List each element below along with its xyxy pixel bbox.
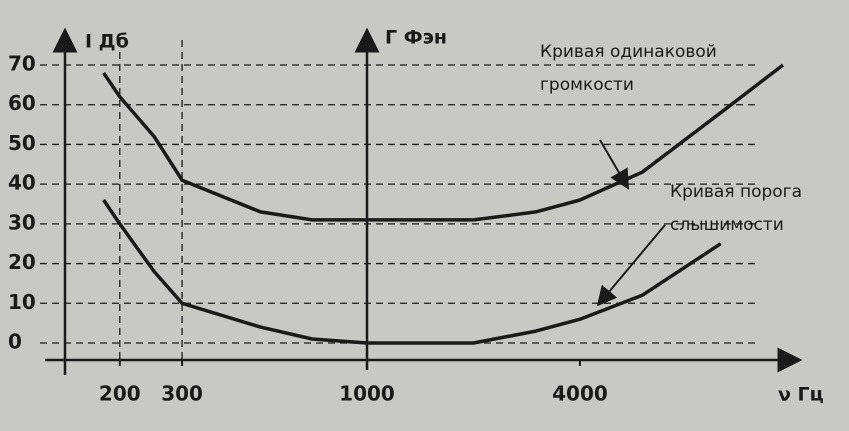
y-tick-label: 0 <box>8 330 22 354</box>
y-tick-label: 40 <box>8 171 36 195</box>
y-tick-label: 30 <box>8 210 36 234</box>
series-line <box>102 63 785 222</box>
y-tick-label: 60 <box>8 91 36 115</box>
x-tick-label: 4000 <box>552 382 608 406</box>
y-tick-label: 50 <box>8 131 36 155</box>
y-tick-label: 20 <box>8 250 36 274</box>
series-annotation: Кривая одинаковой громкости <box>540 42 717 95</box>
y-axis-label: I Дб <box>85 31 129 53</box>
annotation-arrow <box>596 224 666 307</box>
y-tick-label: 70 <box>8 52 36 76</box>
x-tick-label: 200 <box>99 382 141 406</box>
y-tick-label: 10 <box>8 290 36 314</box>
x-axis-label: ν Гц <box>778 384 824 406</box>
series-line <box>102 199 722 345</box>
series-annotation: Кривая порога слышимости <box>670 182 802 235</box>
mid-axis-label: Г Фэн <box>385 27 447 49</box>
x-tick-label: 300 <box>161 382 203 406</box>
x-tick-label: 1000 <box>339 382 395 406</box>
